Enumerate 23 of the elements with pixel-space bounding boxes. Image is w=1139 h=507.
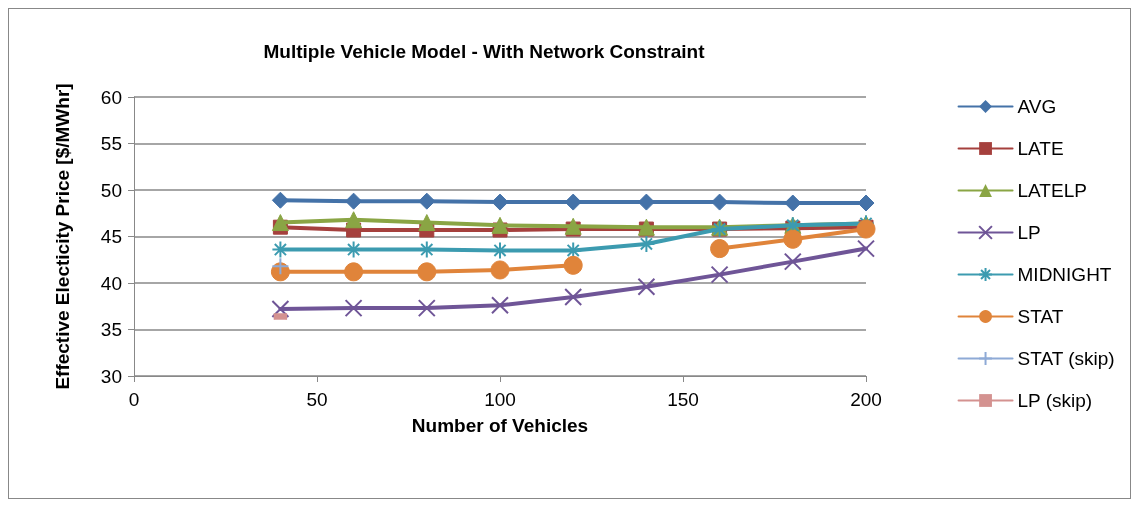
- legend-label: MIDNIGHT: [1017, 264, 1112, 285]
- legend-label: LATE: [1017, 138, 1064, 159]
- legend-label: STAT: [1017, 306, 1064, 327]
- y-tick-label: 50: [100, 179, 122, 201]
- x-tick-label: 150: [667, 389, 699, 410]
- y-tick-label: 40: [100, 272, 122, 294]
- legend-label: LP: [1017, 222, 1041, 243]
- x-tick-label: 200: [850, 389, 882, 410]
- y-tick-label: 60: [100, 86, 122, 108]
- y-tick-label: 30: [100, 365, 122, 387]
- x-axis-title: Number of Vehicles: [411, 415, 589, 436]
- x-tick-label: 0: [128, 389, 140, 410]
- legend-label: STAT (skip): [1017, 348, 1115, 369]
- legend-label: LATELP: [1017, 180, 1087, 201]
- x-tick-label: 100: [484, 389, 516, 410]
- chart-title: Multiple Vehicle Model - With Network Constraint: [263, 41, 706, 62]
- legend-label: LP (skip): [1017, 390, 1093, 411]
- y-tick-label: 55: [100, 133, 122, 154]
- y-axis-title: Effective Electicity Price [$/MWhr]: [52, 83, 73, 390]
- legend-label: AVG: [1017, 96, 1057, 117]
- y-tick-label: 35: [100, 319, 122, 340]
- y-tick-label: 45: [100, 226, 122, 247]
- x-tick-label: 50: [306, 389, 328, 410]
